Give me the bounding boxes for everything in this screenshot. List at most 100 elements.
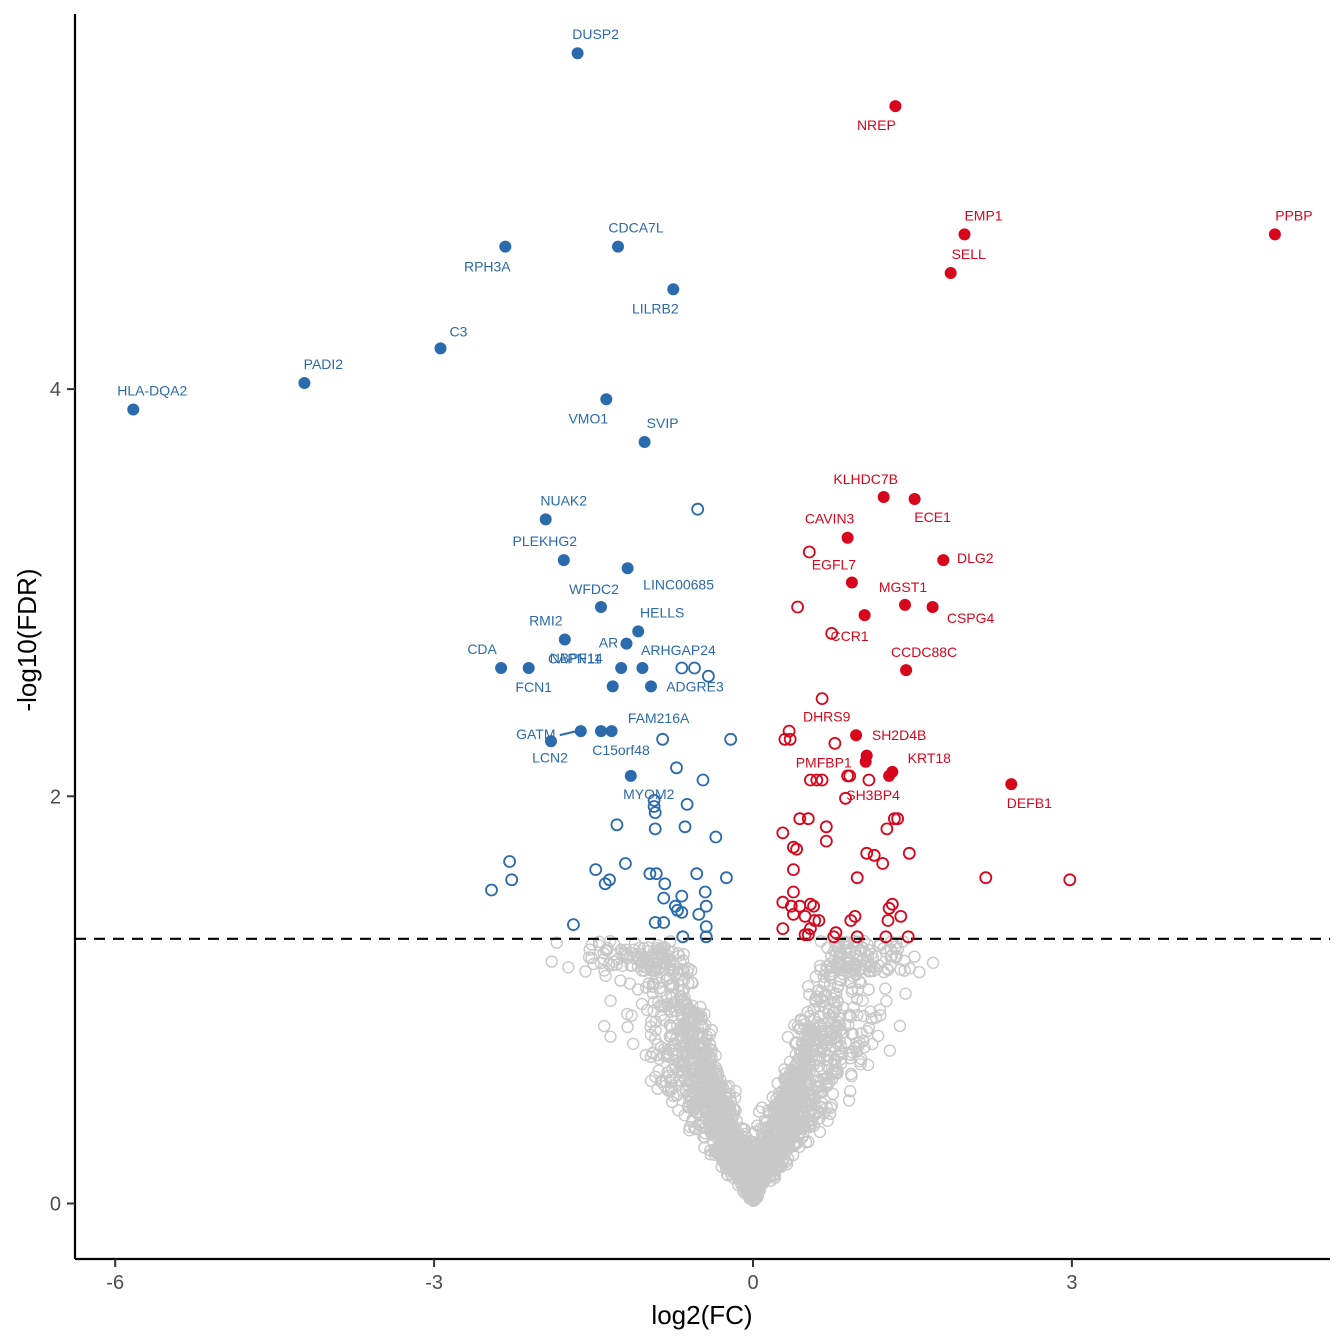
ns-point [830, 1018, 844, 1032]
ns-point [690, 1091, 703, 1105]
gene-label-c3: C3 [450, 323, 468, 339]
ns-point [831, 980, 844, 993]
ns-point [850, 992, 864, 1006]
down-regulated-point [647, 800, 661, 813]
ns-point [860, 1024, 874, 1038]
gene-point-dlg2 [937, 554, 950, 567]
down-regulated-point [567, 918, 580, 931]
ns-point [647, 964, 660, 977]
ns-point [793, 1060, 806, 1074]
gene-label-gatm: GATM [516, 726, 555, 742]
gene-point-cda [495, 662, 508, 674]
ns-point [814, 935, 827, 948]
ns-point [744, 1164, 757, 1177]
gene-point-ece1 [908, 493, 921, 505]
ns-point [829, 1001, 843, 1014]
gene-point-linc00685 [621, 562, 634, 575]
ns-point [791, 1054, 804, 1067]
ns-point [839, 935, 853, 949]
ns-point [659, 1075, 673, 1088]
ns-point [614, 943, 628, 956]
down-regulated-point [505, 873, 519, 887]
gene-label-rph3a: RPH3A [464, 259, 511, 275]
gene-point-hla-dqa2 [127, 403, 140, 416]
ns-point [649, 1070, 662, 1084]
up-regulated-point [1063, 873, 1077, 887]
up-regulated-point [815, 692, 829, 705]
down-regulated-point [675, 889, 689, 903]
gene-label-plekhg2: PLEKHG2 [513, 533, 578, 549]
up-regulated-point [802, 545, 816, 559]
ns-point [855, 1027, 868, 1040]
ns-point [664, 1076, 677, 1089]
gene-point-dusp2 [571, 47, 584, 60]
up-regulated-point [839, 791, 852, 805]
gene-point-plekhg2 [557, 554, 570, 567]
ns-point [709, 1049, 722, 1062]
down-regulated-point [699, 930, 713, 944]
ns-point [682, 1034, 695, 1048]
ns-point [680, 998, 693, 1011]
ns-point [664, 935, 677, 948]
down-regulated-point [698, 885, 712, 899]
ns-point [862, 983, 875, 996]
gene-point-adgre3 [645, 680, 657, 693]
ns-point [698, 1141, 711, 1154]
ns-point [812, 1054, 826, 1067]
down-regulated-point [691, 502, 705, 516]
gene-point-rmi2 [558, 633, 571, 646]
gene-label-lcn2: LCN2 [532, 749, 568, 765]
down-regulated-point [720, 871, 733, 885]
ns-point [761, 1157, 774, 1170]
axes: -6 -3 0 3 0 2 4 [50, 14, 1330, 1294]
ns-point [841, 952, 854, 966]
gene-point-lcn2 [545, 735, 557, 748]
up-regulated-point [882, 901, 896, 915]
ns-point [672, 949, 686, 962]
y-axis-title: -log10(FDR) [12, 568, 42, 711]
ns-point [840, 960, 854, 973]
down-regulated-point [619, 857, 632, 870]
ns-point [802, 980, 815, 993]
ns-point [756, 1155, 769, 1168]
down-regulated-point [648, 916, 662, 929]
ns-point [678, 1109, 691, 1122]
ns-point [783, 1055, 797, 1069]
ns-point [652, 1064, 665, 1077]
gene-label-cavin3: CAVIN3 [805, 511, 855, 527]
down-regulated-point [503, 855, 517, 868]
down-regulated-point [648, 822, 662, 836]
gatm-leader-line [559, 730, 578, 737]
ns-point [842, 1094, 856, 1107]
ns-point [639, 981, 653, 994]
down-regulated-point [724, 732, 738, 746]
ns-point [648, 1032, 662, 1046]
ns-point [644, 1028, 658, 1041]
gene-label-ppbp: PPBP [1275, 207, 1312, 223]
ns-point [604, 994, 617, 1007]
down-regulated-point [610, 818, 624, 832]
ns-point [631, 983, 645, 996]
gene-label-padi2: PADI2 [304, 356, 344, 372]
down-regulated-point [675, 661, 689, 675]
ns-point [821, 1016, 834, 1029]
down-regulated-point [676, 930, 690, 944]
gene-point-ppbp [1268, 228, 1281, 241]
ns-point [899, 987, 912, 1000]
ns-point [646, 1047, 659, 1060]
gene-label-linc00685: LINC00685 [643, 576, 714, 592]
ns-point [587, 957, 600, 971]
gene-point-c3 [434, 342, 447, 355]
ns-point [726, 1145, 739, 1158]
ns-point [777, 1143, 790, 1157]
up-regulated-point [819, 834, 833, 848]
gene-label-fam216a: FAM216A [628, 710, 690, 726]
ns-point [550, 936, 563, 949]
down-regulated-point [696, 773, 710, 787]
down-regulated-point [598, 877, 612, 891]
down-regulated-point [643, 867, 657, 881]
up-regulated-point [844, 914, 858, 927]
ns-point [787, 1102, 800, 1116]
down-regulated-point [692, 908, 706, 921]
gene-label-ccdc88c: CCDC88C [891, 644, 957, 660]
